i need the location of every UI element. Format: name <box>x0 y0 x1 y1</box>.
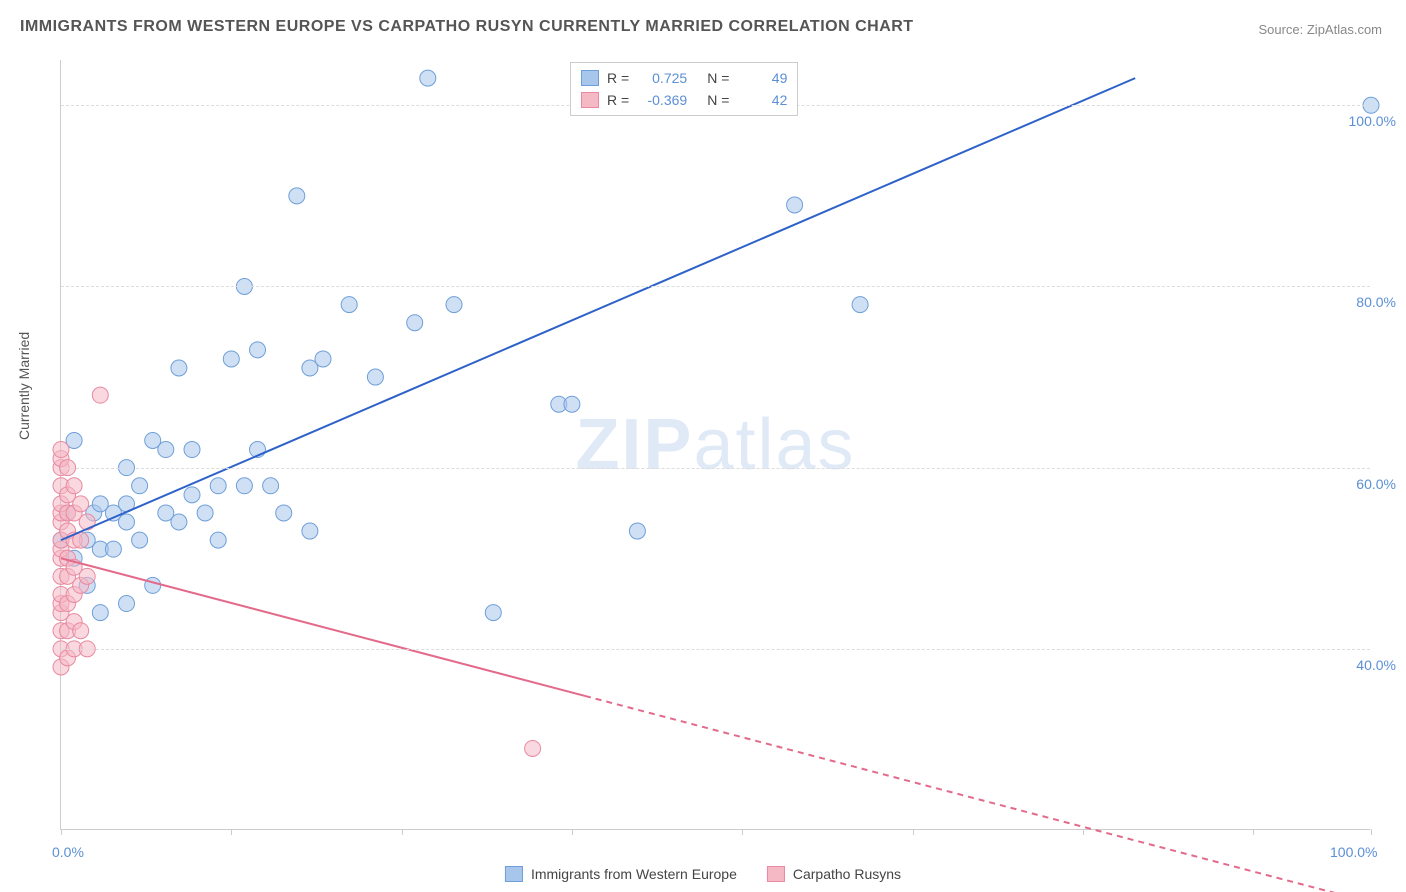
legend-r-value: -0.369 <box>637 92 687 108</box>
legend-swatch <box>505 866 523 882</box>
scatter-point <box>629 523 645 539</box>
scatter-point <box>210 478 226 494</box>
scatter-point <box>145 577 161 593</box>
legend-series-item: Carpatho Rusyns <box>767 866 901 882</box>
scatter-point <box>171 360 187 376</box>
scatter-point <box>105 541 121 557</box>
source-label: Source: ZipAtlas.com <box>1258 22 1382 37</box>
scatter-point <box>73 496 89 512</box>
scatter-point <box>119 514 135 530</box>
legend-series-label: Carpatho Rusyns <box>793 866 901 882</box>
scatter-point <box>197 505 213 521</box>
scatter-point <box>210 532 226 548</box>
scatter-point <box>446 297 462 313</box>
legend-n-label: N = <box>707 70 729 86</box>
scatter-point <box>315 351 331 367</box>
x-tick-label: 0.0% <box>52 844 84 860</box>
scatter-point <box>564 396 580 412</box>
y-tick-label: 100.0% <box>1349 113 1396 129</box>
scatter-point <box>263 478 279 494</box>
scatter-point <box>852 297 868 313</box>
scatter-point <box>787 197 803 213</box>
legend-n-value: 42 <box>737 92 787 108</box>
scatter-point <box>250 342 266 358</box>
chart-svg <box>61 60 1370 829</box>
scatter-point <box>79 514 95 530</box>
scatter-point <box>184 442 200 458</box>
legend-r-value: 0.725 <box>637 70 687 86</box>
scatter-point <box>223 351 239 367</box>
scatter-point <box>158 442 174 458</box>
scatter-point <box>119 596 135 612</box>
scatter-point <box>132 478 148 494</box>
plot-area: ZIPatlas <box>60 60 1370 830</box>
legend-correlation-row: R = 0.725 N = 49 <box>581 67 787 89</box>
legend-series: Immigrants from Western Europe Carpatho R… <box>505 866 901 882</box>
scatter-point <box>407 315 423 331</box>
scatter-point <box>92 605 108 621</box>
trend-line <box>61 78 1135 540</box>
scatter-point <box>525 740 541 756</box>
legend-correlation: R = 0.725 N = 49 R = -0.369 N = 42 <box>570 62 798 116</box>
legend-r-label: R = <box>607 70 629 86</box>
scatter-point <box>276 505 292 521</box>
scatter-point <box>341 297 357 313</box>
y-tick-label: 80.0% <box>1356 294 1396 310</box>
legend-swatch <box>581 92 599 108</box>
legend-n-value: 49 <box>737 70 787 86</box>
scatter-point <box>79 568 95 584</box>
scatter-point <box>420 70 436 86</box>
scatter-point <box>367 369 383 385</box>
legend-series-item: Immigrants from Western Europe <box>505 866 737 882</box>
legend-n-label: N = <box>707 92 729 108</box>
x-tick-label: 100.0% <box>1330 844 1377 860</box>
legend-r-label: R = <box>607 92 629 108</box>
legend-swatch <box>581 70 599 86</box>
scatter-point <box>236 478 252 494</box>
scatter-point <box>92 387 108 403</box>
trend-line-dashed <box>585 696 1371 892</box>
chart-title: IMMIGRANTS FROM WESTERN EUROPE VS CARPAT… <box>20 18 914 36</box>
y-axis-label: Currently Married <box>16 332 32 440</box>
y-tick-label: 40.0% <box>1356 657 1396 673</box>
scatter-point <box>302 523 318 539</box>
trend-line <box>61 558 585 696</box>
scatter-point <box>66 478 82 494</box>
legend-swatch <box>767 866 785 882</box>
scatter-point <box>53 442 69 458</box>
scatter-point <box>289 188 305 204</box>
legend-series-label: Immigrants from Western Europe <box>531 866 737 882</box>
y-tick-label: 60.0% <box>1356 476 1396 492</box>
legend-correlation-row: R = -0.369 N = 42 <box>581 89 787 111</box>
scatter-point <box>171 514 187 530</box>
scatter-point <box>132 532 148 548</box>
scatter-point <box>485 605 501 621</box>
scatter-point <box>184 487 200 503</box>
scatter-point <box>73 623 89 639</box>
